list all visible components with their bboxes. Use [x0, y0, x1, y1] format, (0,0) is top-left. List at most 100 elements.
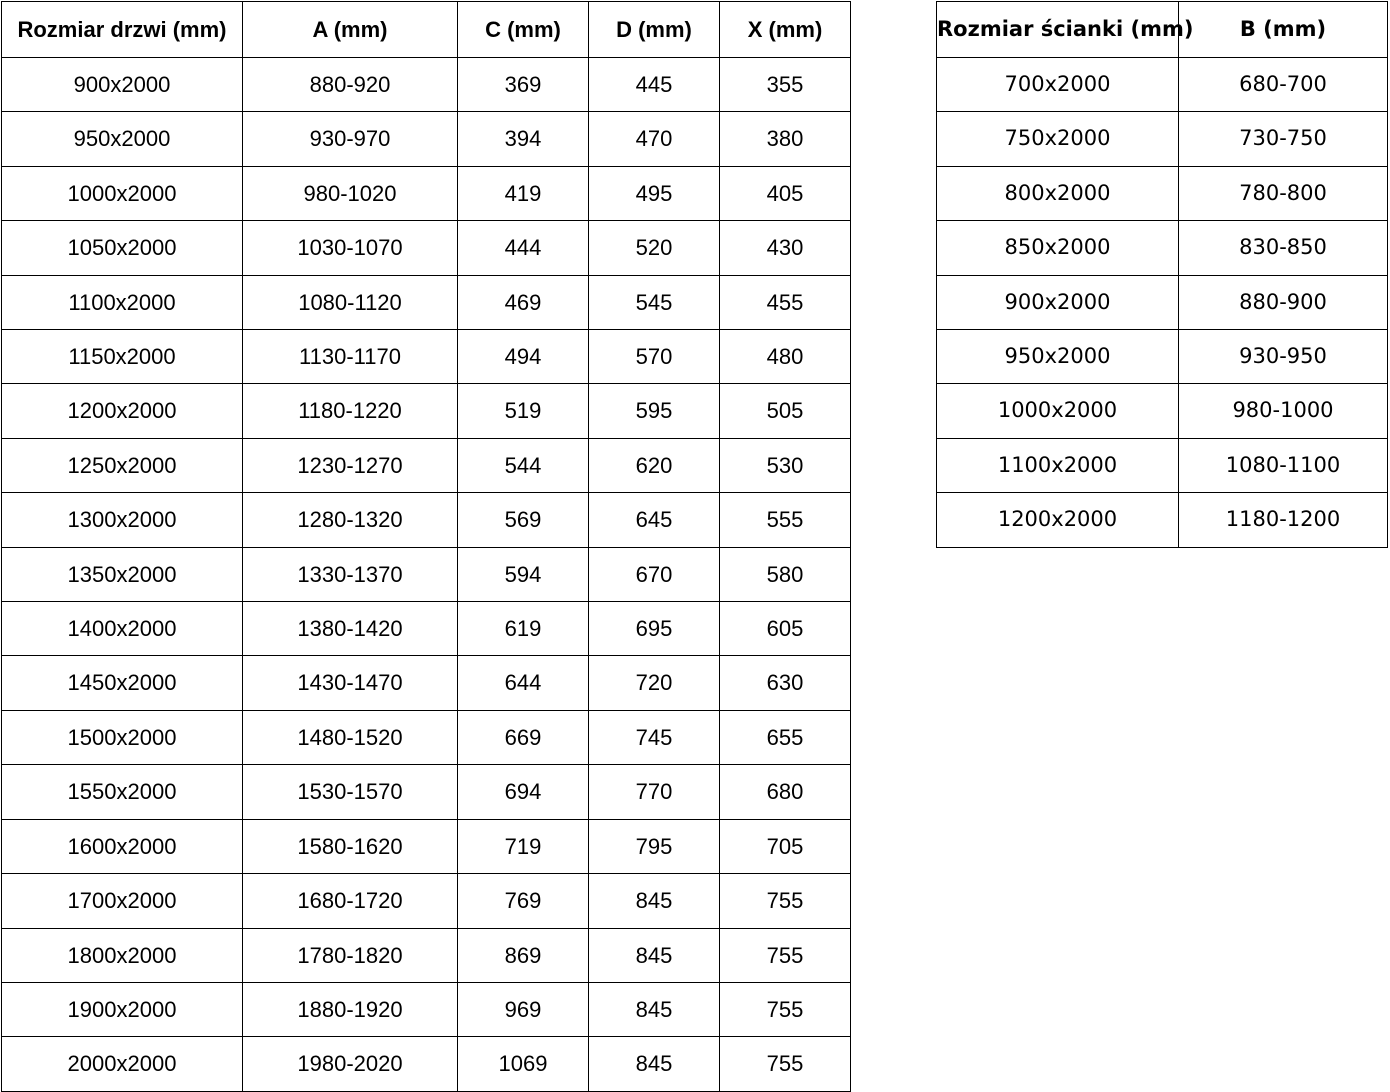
- cell-door-size: 1050x2000: [1, 220, 243, 276]
- table-row: 1900x2000 1880-1920 969 845 755: [1, 981, 851, 1038]
- cell-d: 845: [588, 873, 720, 929]
- table-row: 1700x2000 1680-1720 769 845 755: [1, 873, 851, 929]
- table-row: 1550x2000 1530-1570 694 770 680: [1, 764, 851, 820]
- table-row: 700x2000 680-700: [936, 56, 1388, 113]
- cell-door-size: 2000x2000: [1, 1036, 243, 1092]
- cell-d: 845: [588, 981, 720, 1038]
- door-table-header: Rozmiar drzwi (mm) A (mm) C (mm) D (mm) …: [1, 1, 851, 58]
- cell-door-size: 1100x2000: [1, 274, 243, 331]
- column-header-c: C (mm): [457, 1, 589, 58]
- table-row: 1300x2000 1280-1320 569 645 555: [1, 492, 851, 548]
- cell-c: 369: [457, 56, 589, 113]
- cell-a: 1580-1620: [242, 818, 458, 875]
- cell-door-size: 1900x2000: [1, 981, 243, 1038]
- table-row: 1200x2000 1180-1200: [936, 492, 1388, 548]
- cell-door-size: 1800x2000: [1, 927, 243, 983]
- table-row: 2000x2000 1980-2020 1069 845 755: [1, 1036, 851, 1092]
- cell-d: 645: [588, 492, 720, 548]
- cell-a: 1880-1920: [242, 981, 458, 1038]
- cell-b: 780-800: [1178, 165, 1388, 222]
- cell-wall-size: 1100x2000: [936, 437, 1179, 494]
- cell-door-size: 900x2000: [1, 56, 243, 113]
- cell-a: 1530-1570: [242, 764, 458, 820]
- cell-c: 394: [457, 111, 589, 167]
- cell-x: 755: [719, 1036, 851, 1092]
- cell-c: 444: [457, 220, 589, 276]
- cell-a: 1480-1520: [242, 709, 458, 766]
- table-row: 1450x2000 1430-1470 644 720 630: [1, 655, 851, 711]
- cell-x: 580: [719, 546, 851, 603]
- cell-c: 469: [457, 274, 589, 331]
- cell-door-size: 1700x2000: [1, 873, 243, 929]
- cell-x: 755: [719, 927, 851, 983]
- cell-x: 430: [719, 220, 851, 276]
- table-row: 1400x2000 1380-1420 619 695 605: [1, 601, 851, 657]
- cell-d: 595: [588, 383, 720, 439]
- cell-d: 470: [588, 111, 720, 167]
- cell-d: 795: [588, 818, 720, 875]
- table-row: 800x2000 780-800: [936, 165, 1388, 222]
- table-row: 1250x2000 1230-1270 544 620 530: [1, 437, 851, 494]
- cell-door-size: 1450x2000: [1, 655, 243, 711]
- table-row: 1350x2000 1330-1370 594 670 580: [1, 546, 851, 603]
- cell-c: 719: [457, 818, 589, 875]
- cell-door-size: 1300x2000: [1, 492, 243, 548]
- cell-a: 1430-1470: [242, 655, 458, 711]
- table-row: 1800x2000 1780-1820 869 845 755: [1, 927, 851, 983]
- cell-door-size: 1200x2000: [1, 383, 243, 439]
- cell-x: 530: [719, 437, 851, 494]
- cell-door-size: 950x2000: [1, 111, 243, 167]
- cell-d: 620: [588, 437, 720, 494]
- cell-d: 845: [588, 927, 720, 983]
- cell-x: 455: [719, 274, 851, 331]
- cell-a: 1780-1820: [242, 927, 458, 983]
- cell-x: 630: [719, 655, 851, 711]
- cell-a: 1280-1320: [242, 492, 458, 548]
- cell-b: 930-950: [1178, 329, 1388, 385]
- cell-door-size: 1400x2000: [1, 601, 243, 657]
- table-row: 750x2000 730-750: [936, 111, 1388, 167]
- cell-x: 680: [719, 764, 851, 820]
- cell-c: 519: [457, 383, 589, 439]
- cell-door-size: 1250x2000: [1, 437, 243, 494]
- cell-door-size: 1350x2000: [1, 546, 243, 603]
- wall-table-header: Rozmiar ścianki (mm) B (mm): [936, 1, 1388, 58]
- cell-b: 730-750: [1178, 111, 1388, 167]
- cell-d: 520: [588, 220, 720, 276]
- cell-b: 680-700: [1178, 56, 1388, 113]
- cell-x: 605: [719, 601, 851, 657]
- cell-b: 1180-1200: [1178, 492, 1388, 548]
- table-row: 1600x2000 1580-1620 719 795 705: [1, 818, 851, 875]
- column-header-wall-size: Rozmiar ścianki (mm): [936, 1, 1193, 58]
- table-row: 1150x2000 1130-1170 494 570 480: [1, 329, 851, 385]
- cell-c: 869: [457, 927, 589, 983]
- cell-d: 845: [588, 1036, 720, 1092]
- cell-a: 1330-1370: [242, 546, 458, 603]
- cell-c: 1069: [457, 1036, 589, 1092]
- cell-a: 1680-1720: [242, 873, 458, 929]
- cell-c: 969: [457, 981, 589, 1038]
- cell-d: 495: [588, 165, 720, 222]
- wall-panel-size-table: Rozmiar ścianki (mm) B (mm) 700x2000 680-…: [936, 1, 1388, 548]
- cell-a: 980-1020: [242, 165, 458, 222]
- table-row: 1500x2000 1480-1520 669 745 655: [1, 709, 851, 766]
- table-row: 1100x2000 1080-1120 469 545 455: [1, 274, 851, 331]
- cell-d: 545: [588, 274, 720, 331]
- cell-door-size: 1000x2000: [1, 165, 243, 222]
- cell-door-size: 1550x2000: [1, 764, 243, 820]
- cell-b: 830-850: [1178, 220, 1388, 276]
- cell-wall-size: 950x2000: [936, 329, 1179, 385]
- cell-d: 570: [588, 329, 720, 385]
- cell-a: 930-970: [242, 111, 458, 167]
- cell-x: 505: [719, 383, 851, 439]
- cell-x: 755: [719, 981, 851, 1038]
- table-row: 850x2000 830-850: [936, 220, 1388, 276]
- table-header-row: Rozmiar ścianki (mm) B (mm): [936, 1, 1388, 58]
- table-header-row: Rozmiar drzwi (mm) A (mm) C (mm) D (mm) …: [1, 1, 851, 58]
- cell-wall-size: 900x2000: [936, 274, 1179, 331]
- column-header-b: B (mm): [1178, 1, 1388, 58]
- cell-x: 705: [719, 818, 851, 875]
- table-row: 1000x2000 980-1000: [936, 383, 1388, 439]
- cell-x: 655: [719, 709, 851, 766]
